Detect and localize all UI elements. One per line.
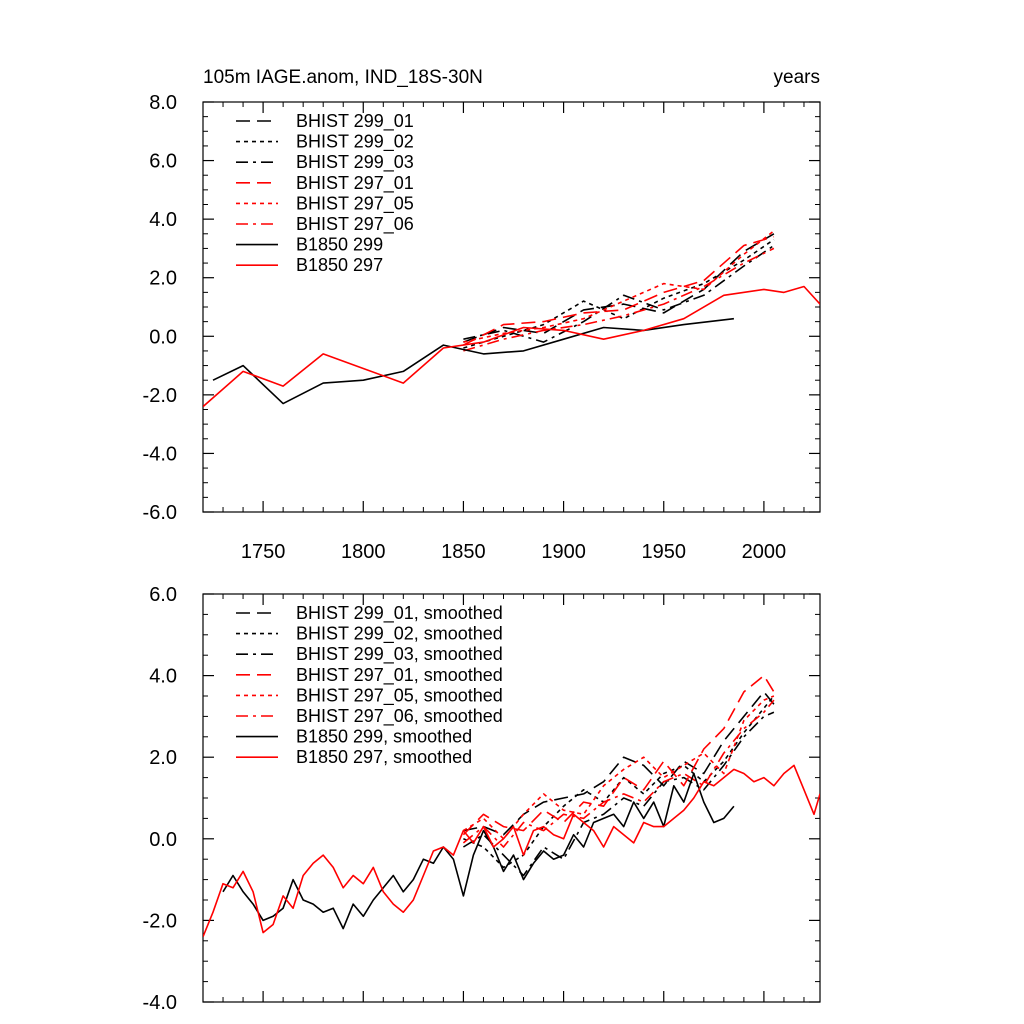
legend-label: BHIST 297_05 — [296, 193, 414, 214]
units-label: years — [774, 67, 820, 88]
series-line — [462, 674, 775, 836]
series-line — [463, 691, 775, 836]
series-line — [463, 695, 775, 869]
series-line — [212, 317, 734, 405]
y-tick-label: -2.0 — [143, 385, 177, 407]
y-tick-label: 4.0 — [149, 209, 177, 231]
legend-label: B1850 299, smoothed — [296, 727, 472, 747]
legend-label: BHIST 299_01 — [296, 111, 414, 132]
series-line — [203, 285, 820, 408]
x-tick-label: 1750 — [241, 541, 286, 563]
y-tick-label: 8.0 — [149, 92, 177, 114]
y-tick-label: 2.0 — [149, 268, 177, 290]
x-tick-label: 2000 — [742, 541, 787, 563]
series-line — [463, 244, 775, 343]
series-line — [203, 764, 820, 938]
y-tick-label: 2.0 — [149, 747, 177, 769]
x-tick-label: 1900 — [541, 541, 586, 563]
legend-label: BHIST 299_02, smoothed — [296, 624, 503, 645]
legend-label: BHIST 297_06, smoothed — [296, 706, 503, 727]
chart-panel-bottom: -4.0 -2.0 0.0 2.0 4.0 6.0 BHIST 299_01, smooth… — [143, 584, 821, 1014]
series-line — [463, 230, 775, 343]
series-group — [203, 230, 820, 408]
series-line — [222, 772, 735, 930]
series-line — [463, 233, 775, 343]
y-tick-label: 6.0 — [149, 584, 177, 606]
legend-label: B1850 297 — [296, 255, 383, 275]
legend-label: BHIST 299_02 — [296, 132, 414, 153]
y-tick-label: -6.0 — [143, 502, 177, 524]
x-tick-label: 1850 — [441, 541, 486, 563]
series-line — [462, 711, 775, 877]
legend-label: BHIST 297_05, smoothed — [296, 685, 503, 706]
y-tick-label: -2.0 — [143, 910, 177, 932]
y-tick-label: -4.0 — [143, 992, 177, 1014]
y-tick-label: -4.0 — [143, 443, 177, 465]
panel-title: 105m IAGE.anom, IND_18S-30N — [203, 67, 483, 88]
series-line — [463, 247, 775, 352]
series-line — [462, 695, 775, 840]
legend-label: BHIST 297_06 — [296, 214, 414, 235]
series-line — [462, 699, 775, 848]
chart-panel-top: 105m IAGE.anom, IND_18S-30N years 1750 18… — [143, 67, 821, 563]
y-tick-label: 4.0 — [149, 666, 177, 688]
series-group — [203, 674, 820, 938]
y-tick-label: 6.0 — [149, 151, 177, 173]
legend-label: BHIST 297_01, smoothed — [296, 665, 503, 686]
legend-label: BHIST 299_03 — [296, 152, 414, 173]
legend-label: BHIST 297_01 — [296, 173, 414, 194]
x-tick-label: 1950 — [641, 541, 686, 563]
legend-label: B1850 299 — [296, 235, 383, 255]
y-tick-label: 0.0 — [149, 326, 177, 348]
legend-label: BHIST 299_01, smoothed — [296, 603, 503, 624]
legend-label: B1850 297, smoothed — [296, 747, 472, 767]
y-tick-label: 0.0 — [149, 829, 177, 851]
legend-label: BHIST 299_03, smoothed — [296, 644, 503, 665]
x-tick-label: 1800 — [341, 541, 386, 563]
